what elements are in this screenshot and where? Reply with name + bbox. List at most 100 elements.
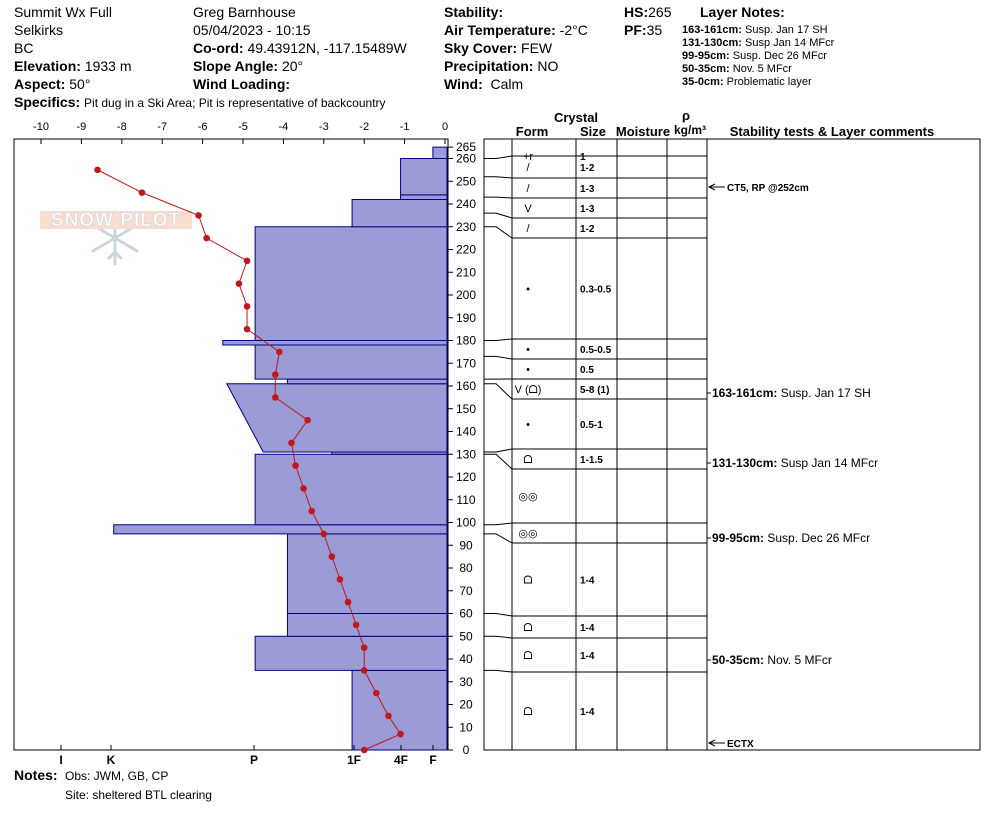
notes-label: Notes: <box>14 767 58 783</box>
temperature-point <box>235 280 243 287</box>
layer-form: +r <box>523 151 533 163</box>
height-tick-label: 210 <box>456 265 476 279</box>
layer-size: 5-8 (1) <box>580 385 609 396</box>
layer-connector <box>484 448 513 453</box>
layer-table: +r 1 / 1-2 / 1-3 V 1-3 / 1-2 • 0.3-0.5 • 0.5-0.5 • 0.5 V… <box>483 138 981 751</box>
height-tick-label: 50 <box>459 629 473 643</box>
temperature-point <box>308 507 315 515</box>
hardness-layer <box>222 340 448 346</box>
hardness-tick-label: P <box>250 753 258 767</box>
layer-connector <box>484 196 513 199</box>
height-tick-label: 240 <box>456 197 476 211</box>
hardness-layer <box>400 158 448 196</box>
layer-form: / <box>526 183 530 195</box>
layer-size: 1-4 <box>580 707 595 718</box>
temperature-point <box>360 667 368 674</box>
height-tick-label: 260 <box>456 152 476 166</box>
height-tick-label: 100 <box>456 516 476 530</box>
notes-obs: Obs: JWM, GB, CP <box>65 769 169 783</box>
temperature-point <box>352 621 360 629</box>
hardness-layer <box>400 194 448 200</box>
layer-connector <box>484 613 513 617</box>
layer-connector <box>484 669 513 673</box>
layer-connector <box>484 522 513 526</box>
height-tick-label: 180 <box>456 334 476 348</box>
layer-connector <box>484 635 513 639</box>
height-tick-label: 0 <box>463 743 470 757</box>
layer-size: 1-4 <box>580 623 595 634</box>
hardness-layer <box>254 226 448 341</box>
height-tick-label: 30 <box>459 675 473 689</box>
temperature-point <box>397 730 404 738</box>
specifics: Specifics: Pit dug in a Ski Area; Pit is… <box>14 94 386 110</box>
layer-form: V (ᗝ) <box>515 384 542 396</box>
layer-comment: 99-95cm: Susp. Dec 26 MFcr <box>712 531 870 545</box>
wind-loading: Wind Loading: <box>193 76 291 92</box>
snowpilot-logo: SNOW PILOT <box>40 210 192 266</box>
air-temperature: Air Temperature: -2°C <box>444 22 588 38</box>
height-tick-label: 40 <box>459 652 473 666</box>
height-tick-label: 220 <box>456 243 476 257</box>
height-tick-label: 10 <box>459 720 473 734</box>
layer-notes-title: Layer Notes: <box>700 4 785 20</box>
site-name: Summit Wx Full <box>14 4 112 20</box>
temp-tick-label: -8 <box>117 121 127 133</box>
layer-connector <box>484 226 513 239</box>
layer-connector <box>484 453 513 470</box>
hardness-layer <box>286 533 448 614</box>
col-rho: ρ <box>682 108 690 123</box>
column-headers: Crystal Form Size Moisture ρ kg/m³ Stabi… <box>516 108 934 139</box>
layer-size: 0.5 <box>580 365 594 376</box>
temp-tick-label: -2 <box>359 121 369 133</box>
height-tick-label: 150 <box>456 402 476 416</box>
notes-site: Site: sheltered BTL clearing <box>65 788 212 802</box>
hardness-tick-label: F <box>429 753 436 767</box>
temperature-point <box>272 371 279 378</box>
height-tick-label: 20 <box>459 698 473 712</box>
range-name: Selkirks <box>14 22 64 38</box>
height-axis: 2652602502402302202102001901801701601501… <box>447 139 476 757</box>
col-density-unit: kg/m³ <box>674 123 706 137</box>
sky-cover: Sky Cover: FEW <box>444 40 553 56</box>
stability-test: CT5, RP @252cm <box>727 183 809 194</box>
layer-size: 1-2 <box>580 163 595 174</box>
layer-comment: 131-130cm: Susp Jan 14 MFcr <box>712 456 878 470</box>
height-tick-label: 80 <box>459 561 473 575</box>
temperature-point <box>373 689 380 697</box>
temp-tick-label: -7 <box>157 121 167 133</box>
temperature-point <box>243 325 251 333</box>
test-arrowhead <box>707 739 716 747</box>
layer-form: / <box>526 223 530 235</box>
layer-size: 1-3 <box>580 204 595 215</box>
temperature-axis: -10 -9 -8 -7 -6 -5 -4 -3 -2 -1 0 <box>33 121 448 144</box>
layer-note: 35-0cm: Problematic layer <box>682 76 812 88</box>
layer-form: ᗝ <box>523 575 532 587</box>
height-tick-label: 170 <box>456 356 476 370</box>
layer-form: V <box>524 203 532 215</box>
aspect: Aspect: 50° <box>14 76 91 92</box>
slope-angle: Slope Angle: 20° <box>193 58 304 74</box>
height-tick-label: 110 <box>456 493 475 507</box>
hardness-layer <box>286 378 448 385</box>
layer-connector <box>484 155 513 159</box>
snow-height: HS:265 <box>624 4 672 20</box>
layer-form: ᗝ <box>523 706 532 718</box>
height-tick-label: 190 <box>456 311 476 325</box>
temperature-point <box>385 712 392 720</box>
observer: Greg Barnhouse <box>193 4 296 20</box>
layer-size: 1-2 <box>580 224 595 235</box>
temperature-point <box>195 212 202 219</box>
layer-form: • <box>526 364 530 376</box>
temperature-point <box>94 166 101 174</box>
layer-connector <box>484 383 513 400</box>
layer-size: 1-1.5 <box>580 455 603 466</box>
coordinates: Co-ord: 49.43912N, -117.15489W <box>193 40 407 56</box>
layer-size: 1-3 <box>580 184 595 195</box>
height-tick-label: 130 <box>456 447 476 461</box>
height-tick-label: 230 <box>456 220 476 234</box>
temperature-point <box>292 462 299 469</box>
height-tick-label: 90 <box>459 538 473 552</box>
layer-connector <box>484 212 513 219</box>
temp-tick-label: -5 <box>238 121 248 133</box>
penetration-foot: PF:35 <box>624 22 663 38</box>
